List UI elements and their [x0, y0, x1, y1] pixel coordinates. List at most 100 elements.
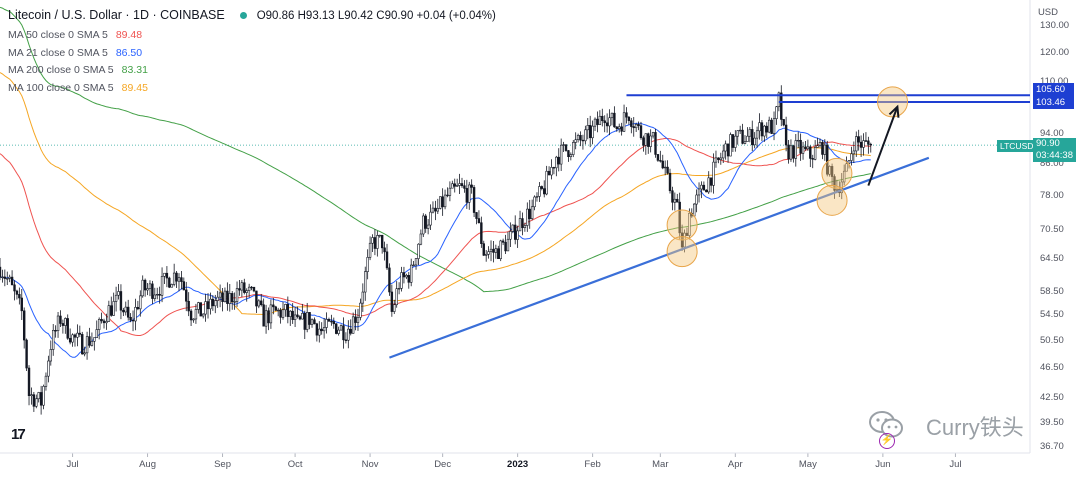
- candle-body: [654, 132, 657, 155]
- candle-body: [697, 188, 701, 196]
- candle-body: [257, 300, 261, 307]
- candle-body: [717, 157, 720, 160]
- candle-body: [0, 266, 2, 278]
- candle-body: [134, 306, 137, 322]
- candle-body: [245, 290, 248, 293]
- candle-body: [448, 187, 452, 196]
- candle-body: [100, 318, 103, 322]
- highlight-circle: [816, 184, 848, 216]
- candle-body: [313, 319, 316, 325]
- indicator-label: MA 50 close 0 SMA 5: [8, 29, 108, 41]
- candle-body: [267, 310, 270, 324]
- candle-body: [78, 332, 82, 335]
- candle-body: [182, 281, 186, 291]
- candle-body: [417, 243, 420, 259]
- candle-body: [557, 156, 560, 165]
- x-tick-label: Oct: [287, 459, 303, 470]
- candle-body: [35, 398, 38, 407]
- candle-body: [477, 218, 481, 224]
- x-tick-label: Nov: [361, 459, 379, 470]
- symbol-title[interactable]: Litecoin / U.S. Dollar · 1D · COINBASE: [8, 8, 225, 22]
- candle-body: [511, 224, 514, 232]
- candle-body: [185, 289, 188, 302]
- candle-body: [780, 92, 783, 120]
- candle-body: [857, 136, 860, 143]
- candle-body: [400, 272, 403, 289]
- candle-body: [833, 176, 836, 191]
- candle-body: [540, 186, 544, 189]
- candle-body: [10, 276, 14, 286]
- candle-body: [470, 184, 473, 188]
- indicator-row[interactable]: MA 21 close 0 SMA 5 86.50: [8, 47, 142, 59]
- x-tick-label: 2023: [507, 459, 529, 470]
- x-tick-label: May: [798, 459, 817, 470]
- candle-body: [180, 277, 183, 282]
- candle-body: [455, 185, 459, 187]
- candle-body: [487, 251, 490, 255]
- candle-body: [66, 318, 69, 339]
- candle-body: [402, 272, 406, 278]
- candle-body: [806, 146, 810, 150]
- currency-label[interactable]: USD: [1037, 7, 1058, 18]
- candle-body: [25, 339, 28, 369]
- y-tick-label: 94.00: [1040, 127, 1064, 139]
- candle-body: [284, 304, 287, 311]
- level-label-low: 103.46: [1033, 96, 1074, 109]
- candle-body: [436, 208, 440, 212]
- candle-body: [753, 137, 756, 146]
- candle-body: [794, 140, 797, 159]
- candle-body: [32, 394, 36, 407]
- candle-body: [414, 258, 418, 266]
- candle-body: [630, 120, 633, 127]
- candle-body: [615, 126, 619, 129]
- candle-body: [122, 309, 125, 313]
- candle-body: [818, 142, 822, 147]
- candle-body: [223, 290, 227, 302]
- candle-body: [235, 288, 239, 302]
- candle-body: [584, 129, 587, 142]
- indicator-label: MA 100 close 0 SMA 5: [8, 81, 114, 94]
- candle-body: [165, 272, 169, 279]
- candle-body: [809, 146, 812, 159]
- tradingview-logo[interactable]: 17: [11, 426, 26, 443]
- candle-body: [772, 118, 776, 134]
- candle-body: [719, 157, 723, 160]
- indicator-row[interactable]: MA 100 close 0 SMA 5 89.45: [8, 82, 148, 94]
- candle-body: [499, 240, 502, 259]
- indicator-row[interactable]: MA 50 close 0 SMA 5 89.48: [8, 29, 142, 41]
- candle-body: [489, 248, 493, 252]
- candle-body: [821, 142, 824, 155]
- candle-body: [93, 337, 96, 342]
- candle-body: [639, 125, 643, 139]
- candle-body: [30, 394, 33, 396]
- candle-body: [431, 207, 435, 213]
- candle-body: [422, 215, 425, 235]
- candle-body: [18, 294, 21, 299]
- candle-body: [148, 283, 152, 289]
- candle-body: [591, 125, 594, 139]
- candle-body: [530, 206, 534, 219]
- candle-body: [172, 272, 176, 285]
- candle-body: [782, 119, 785, 126]
- candle-body: [787, 144, 790, 160]
- indicator-row[interactable]: MA 200 close 0 SMA 5 83.31: [8, 64, 148, 76]
- candle-body: [545, 170, 548, 195]
- wechat-icon: [869, 411, 903, 438]
- candle-body: [736, 130, 739, 137]
- candle-body: [663, 166, 667, 169]
- candle-body: [688, 212, 691, 236]
- candle-body: [366, 257, 369, 272]
- y-tick-label: 86.00: [1040, 157, 1064, 169]
- candle-body: [305, 312, 309, 330]
- candle-body: [731, 134, 735, 148]
- candle-body: [368, 242, 372, 258]
- lightning-icon[interactable]: ⚡: [879, 433, 895, 449]
- support-trendline: [389, 156, 930, 359]
- candle-body: [538, 186, 541, 197]
- candle-body: [359, 302, 362, 318]
- candle-body: [209, 298, 212, 310]
- candle-body: [543, 188, 546, 195]
- candle-body: [671, 190, 674, 203]
- x-tick-label: Aug: [139, 459, 156, 470]
